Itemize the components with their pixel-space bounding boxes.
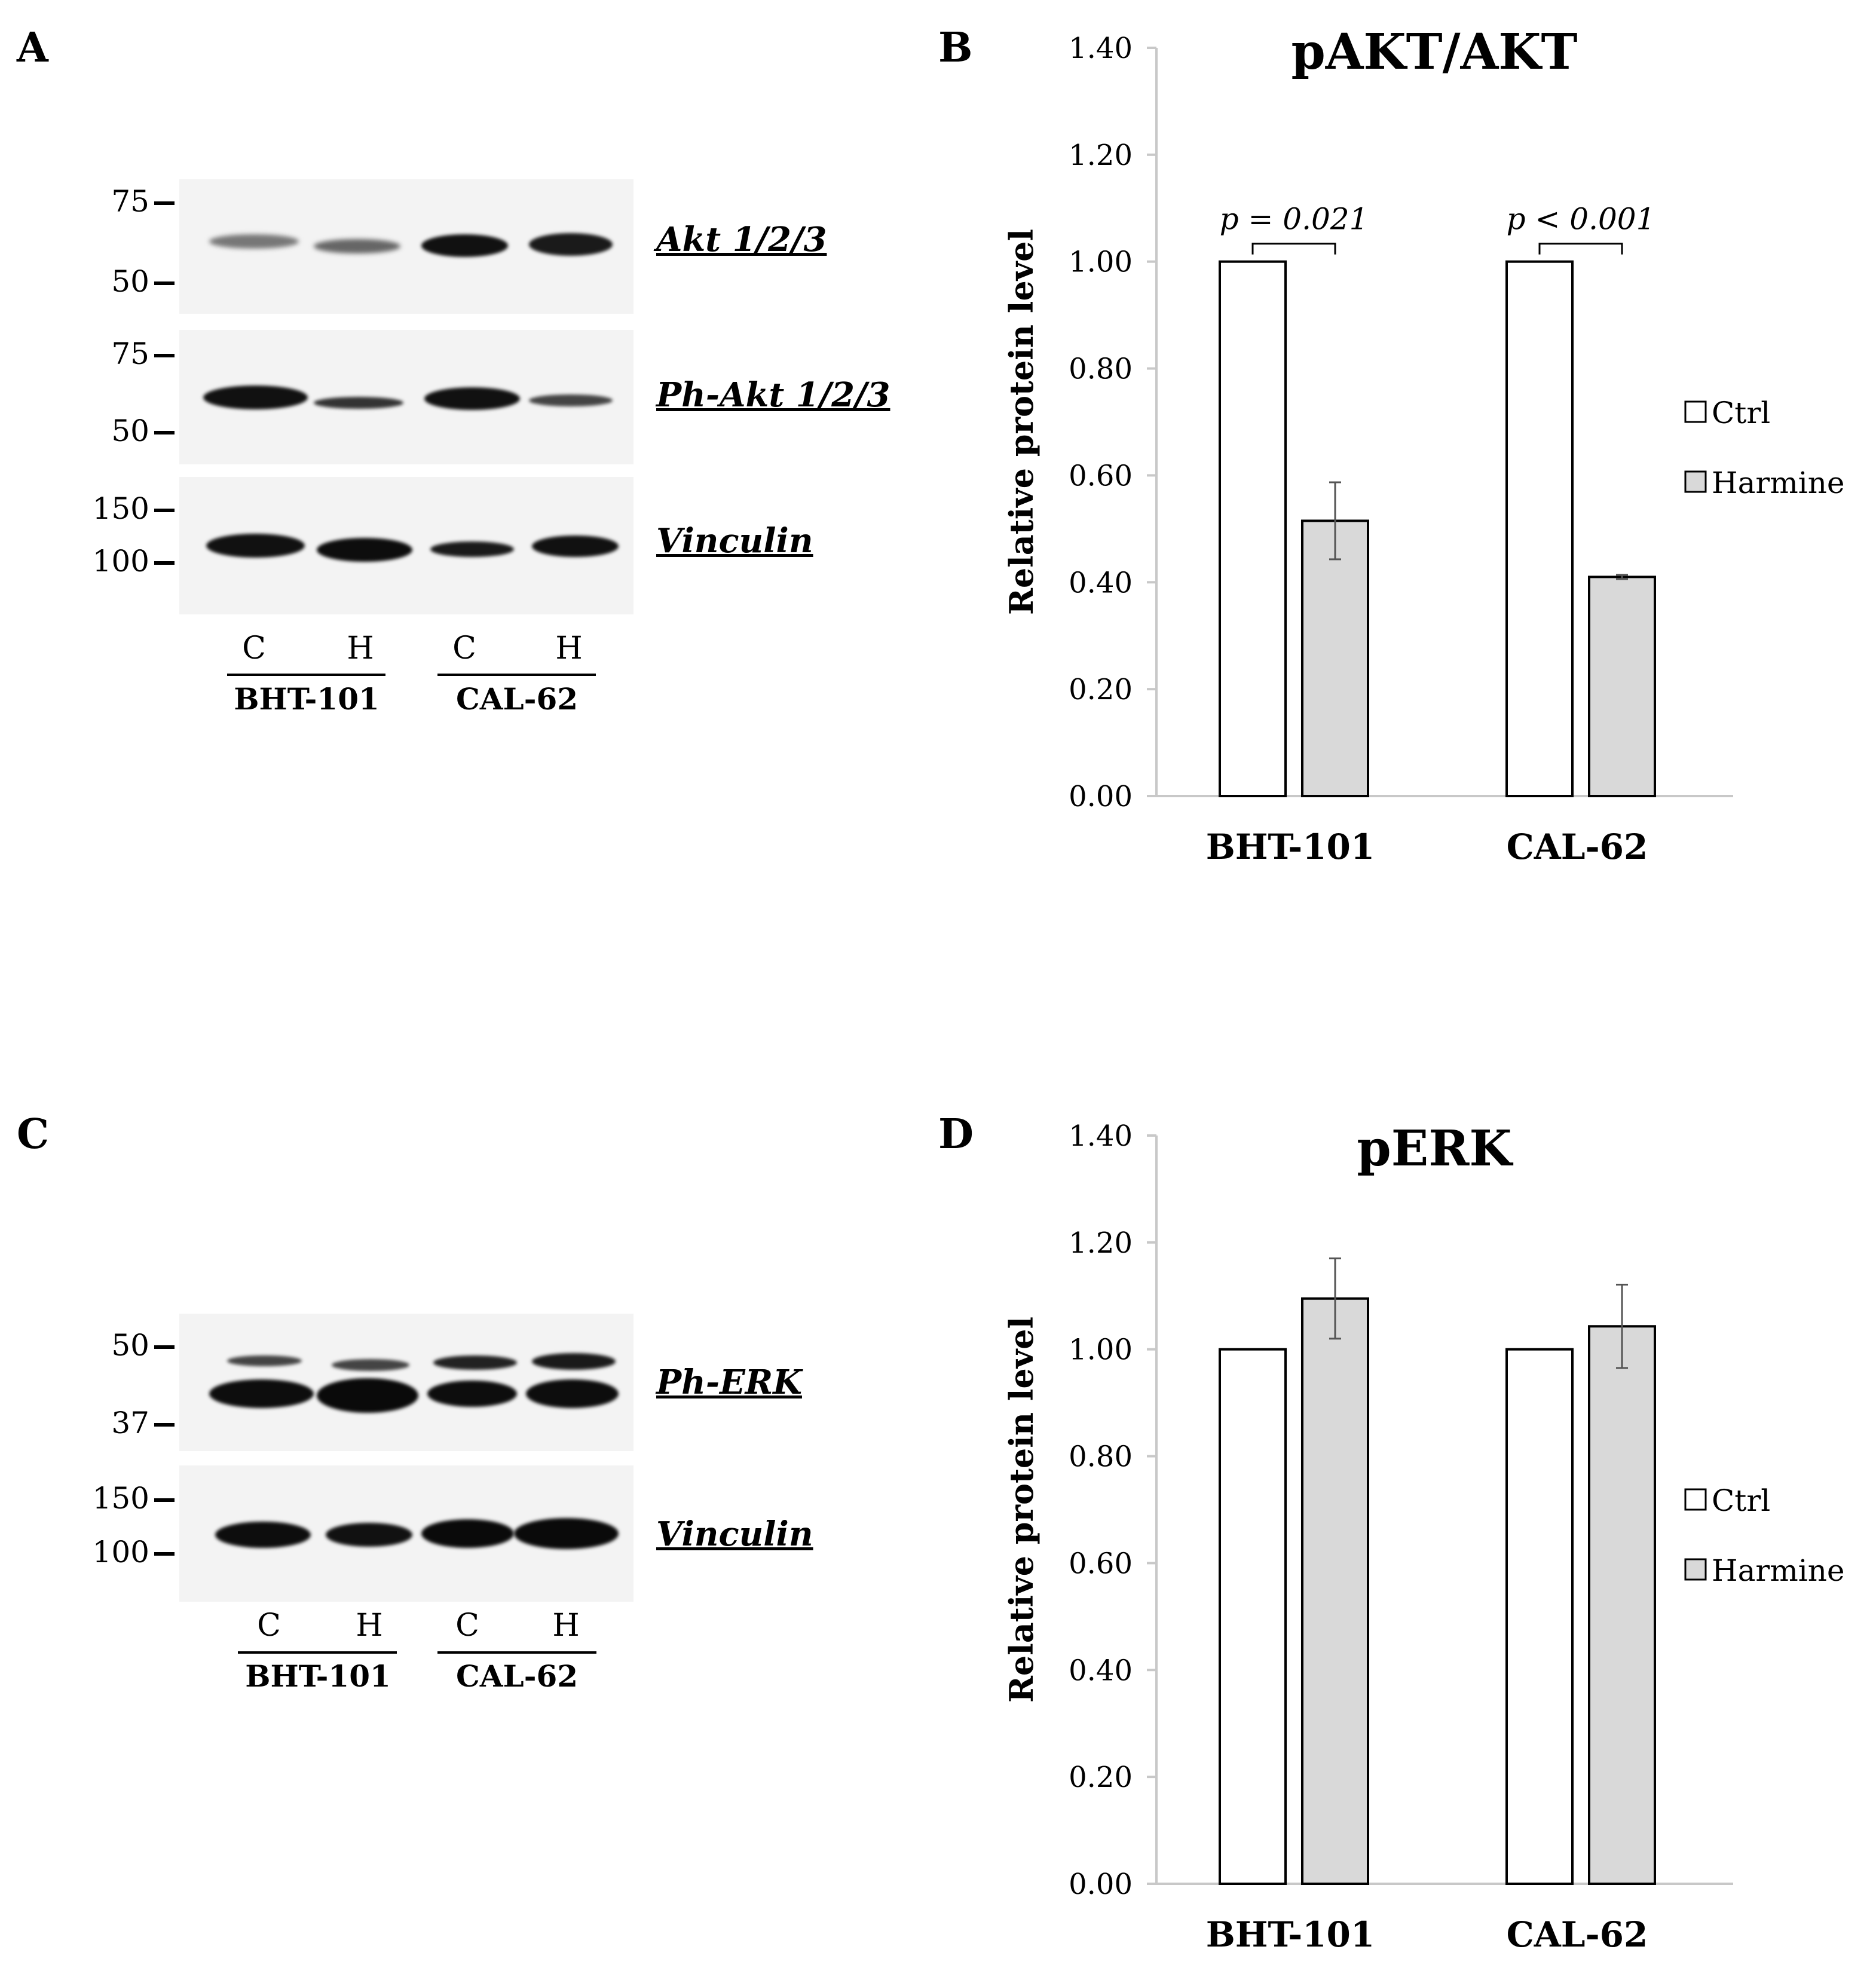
blot-vinculin-c [179, 1465, 634, 1602]
x-category-label: CAL-62 [1507, 1914, 1648, 1955]
legend-label-harmine: Harmine [1712, 1553, 1845, 1588]
marker-tick [154, 1345, 175, 1349]
y-tick-label: 1.40 [1069, 1119, 1133, 1153]
marker-tick [154, 431, 175, 434]
chart-title: pERK [1357, 1120, 1513, 1177]
y-tick-label: 1.00 [1069, 1333, 1133, 1367]
cell-line-label: CAL-62 [455, 681, 579, 717]
p-value-label: p = 0.021 [1220, 202, 1369, 237]
panel-letter-b: B [938, 24, 973, 72]
panel-letter-a: A [17, 24, 48, 72]
y-tick-label: 1.20 [1069, 1226, 1133, 1260]
bar-harmine-bht-101 [1301, 1297, 1369, 1885]
marker-ph-akt-75: 75 [111, 336, 149, 371]
chart-perk: 0.00 0.20 0.40 0.60 0.80 1.00 1.20 1.40 Relative… [1002, 1119, 1845, 1955]
blot-ph-erk [179, 1314, 634, 1451]
marker-tick [154, 201, 175, 205]
marker-ph-erk-37: 37 [111, 1406, 149, 1440]
y-tick-label: 0.60 [1069, 1547, 1133, 1580]
blot-ph-akt [179, 330, 634, 464]
marker-vinculin-150: 150 [92, 491, 149, 526]
blot-akt [179, 179, 634, 314]
significance-bracket [1538, 243, 1623, 255]
blot-label-akt: Akt 1/2/3 [656, 220, 827, 259]
bar-harmine-bht-101 [1301, 519, 1369, 797]
bar-ctrl-bht-101 [1219, 1348, 1287, 1885]
x-category-label: BHT-101 [1206, 1914, 1375, 1955]
y-axis-label: Relative protein level [1002, 229, 1040, 615]
chart-pakt-akt: 0.00 0.20 0.40 0.60 0.80 1.00 1.20 1.40 Relative… [1002, 23, 1845, 867]
lane-label: H [552, 1608, 580, 1644]
y-tick-label: 0.00 [1069, 780, 1133, 813]
marker-ph-erk-50: 50 [111, 1328, 149, 1363]
group-line [437, 674, 596, 676]
marker-tick [154, 1498, 175, 1502]
lane-label: C [452, 631, 476, 666]
marker-vinculin-100: 100 [92, 544, 149, 579]
marker-akt-50: 50 [111, 264, 149, 299]
legend-swatch-harmine [1684, 1558, 1707, 1581]
panel-letter-c: C [17, 1110, 50, 1158]
y-tick-label: 0.40 [1069, 1654, 1133, 1687]
legend-swatch-ctrl [1684, 400, 1707, 423]
blot-label-vinculin-c: Vinculin [656, 1514, 813, 1554]
bar-ctrl-cal-62 [1505, 260, 1574, 797]
group-line [227, 674, 385, 676]
cell-line-label: CAL-62 [455, 1658, 579, 1694]
significance-bracket [1251, 243, 1336, 255]
marker-tick [154, 354, 175, 357]
legend-label-harmine: Harmine [1712, 466, 1845, 500]
panel-letter-d: D [938, 1110, 974, 1158]
lane-label: H [356, 1608, 383, 1644]
y-tick-label: 0.80 [1069, 353, 1133, 386]
cell-line-label: BHT-101 [234, 681, 380, 717]
marker-tick [154, 509, 175, 512]
y-tick-label: 0.40 [1069, 566, 1133, 599]
y-tick-label: 1.40 [1069, 32, 1133, 65]
bar-harmine-cal-62 [1588, 576, 1656, 797]
group-line [238, 1651, 397, 1654]
y-tick-label: 0.60 [1069, 459, 1133, 492]
y-axis-label: Relative protein level [1002, 1317, 1040, 1703]
x-category-label: CAL-62 [1507, 827, 1648, 867]
lane-label: H [555, 631, 583, 666]
blot-label-vinculin-a: Vinculin [656, 521, 813, 561]
marker-tick [154, 1423, 175, 1427]
cell-line-label: BHT-101 [245, 1658, 391, 1694]
blot-vinculin-a [179, 477, 634, 614]
lane-label: H [347, 631, 374, 666]
y-tick-label: 1.00 [1069, 246, 1133, 279]
y-tick-label: 0.20 [1069, 1761, 1133, 1794]
bar-ctrl-cal-62 [1505, 1348, 1574, 1885]
blot-label-ph-erk: Ph-ERK [656, 1363, 802, 1402]
y-tick-label: 0.80 [1069, 1440, 1133, 1474]
marker-tick [154, 281, 175, 285]
marker-vinculin-c-100: 100 [92, 1535, 149, 1569]
blot-label-ph-akt: Ph-Akt 1/2/3 [656, 375, 890, 415]
bar-ctrl-bht-101 [1219, 260, 1287, 797]
marker-tick [154, 561, 175, 565]
lane-label: C [455, 1608, 479, 1644]
y-tick-label: 0.20 [1069, 673, 1133, 706]
marker-ph-akt-50: 50 [111, 414, 149, 448]
bar-harmine-cal-62 [1588, 1325, 1656, 1885]
marker-vinculin-c-150: 150 [92, 1481, 149, 1516]
group-line [437, 1651, 596, 1654]
p-value-label: p < 0.001 [1507, 202, 1655, 237]
marker-akt-75: 75 [111, 184, 149, 219]
lane-label: C [257, 1608, 281, 1644]
legend-label-ctrl: Ctrl [1712, 396, 1770, 430]
y-tick-label: 1.20 [1069, 139, 1133, 172]
x-category-label: BHT-101 [1206, 827, 1375, 867]
legend-label-ctrl: Ctrl [1712, 1483, 1770, 1518]
chart-title: pAKT/AKT [1291, 23, 1577, 81]
lane-label: C [242, 631, 266, 666]
legend-swatch-ctrl [1684, 1488, 1707, 1511]
marker-tick [154, 1552, 175, 1556]
legend-swatch-harmine [1684, 470, 1707, 493]
y-tick-label: 0.00 [1069, 1868, 1133, 1901]
